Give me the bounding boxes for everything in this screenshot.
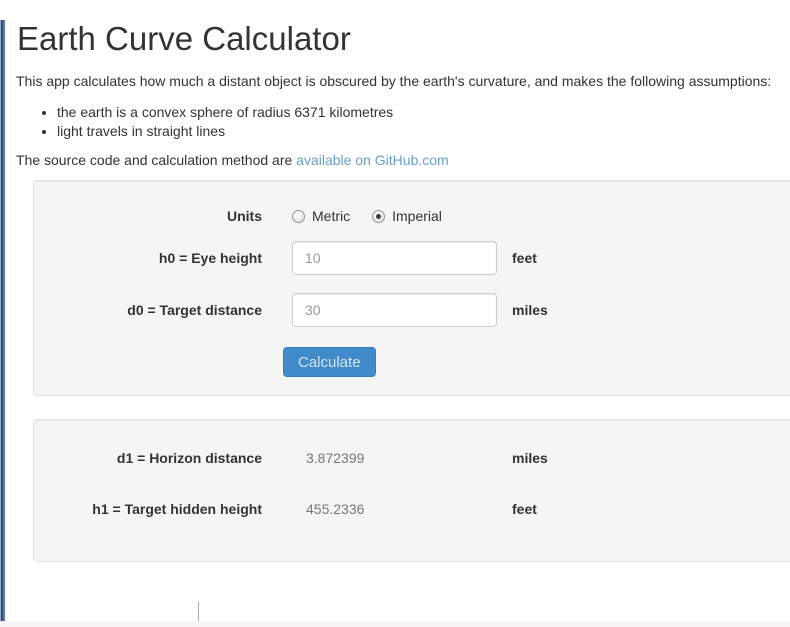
page-content: Earth Curve Calculator This app calculat…: [16, 20, 790, 562]
page-title: Earth Curve Calculator: [17, 20, 351, 57]
horizon-distance-unit: miles: [512, 450, 548, 466]
source-line: The source code and calculation method a…: [16, 151, 790, 169]
hidden-height-row: h1 = Target hidden height 455.2336 feet: [53, 499, 790, 519]
eye-height-unit: feet: [512, 250, 537, 266]
radio-imperial-label[interactable]: Imperial: [392, 208, 442, 224]
calculate-button[interactable]: Calculate: [283, 347, 376, 377]
horizon-distance-value: 3.872399: [306, 450, 365, 466]
intro-text: This app calculates how much a distant o…: [16, 73, 772, 89]
eye-height-label: h0 = Eye height: [158, 250, 262, 266]
radio-metric-label[interactable]: Metric: [312, 208, 351, 224]
target-distance-row: d0 = Target distance miles: [53, 293, 790, 327]
hidden-height-value: 455.2336: [306, 501, 365, 517]
hidden-height-label: h1 = Target hidden height: [92, 501, 262, 517]
radio-option-metric[interactable]: Metric: [292, 208, 350, 224]
target-distance-input[interactable]: [292, 293, 497, 327]
bottom-window-edge: [0, 621, 790, 627]
source-text: The source code and calculation method a…: [16, 152, 293, 168]
window-left-edge: [0, 20, 5, 627]
radio-imperial-icon[interactable]: [372, 209, 386, 223]
eye-height-input[interactable]: [292, 241, 497, 275]
horizon-distance-label: d1 = Horizon distance: [116, 450, 262, 466]
units-row: Units Metric Imperial: [53, 206, 790, 226]
results-panel: d1 = Horizon distance 3.872399 miles h1 …: [33, 419, 790, 562]
eye-height-row: h0 = Eye height feet: [53, 241, 790, 275]
radio-metric-icon[interactable]: [292, 209, 305, 223]
list-item: the earth is a convex sphere of radius 6…: [57, 103, 790, 122]
calculator-form-panel: Units Metric Imperial h0 = Eye height fe…: [33, 180, 790, 396]
units-radio-group: Metric Imperial: [292, 208, 442, 224]
list-item: light travels in straight lines: [57, 122, 790, 141]
radio-option-imperial[interactable]: Imperial: [372, 208, 442, 224]
units-label: Units: [227, 208, 262, 224]
github-link[interactable]: available on GitHub.com: [296, 152, 449, 168]
target-distance-label: d0 = Target distance: [127, 302, 262, 318]
hidden-height-unit: feet: [512, 501, 537, 517]
submit-row: Calculate: [53, 347, 790, 377]
horizon-distance-row: d1 = Horizon distance 3.872399 miles: [53, 448, 790, 468]
target-distance-unit: miles: [512, 302, 548, 318]
assumptions-list: the earth is a convex sphere of radius 6…: [16, 103, 790, 141]
